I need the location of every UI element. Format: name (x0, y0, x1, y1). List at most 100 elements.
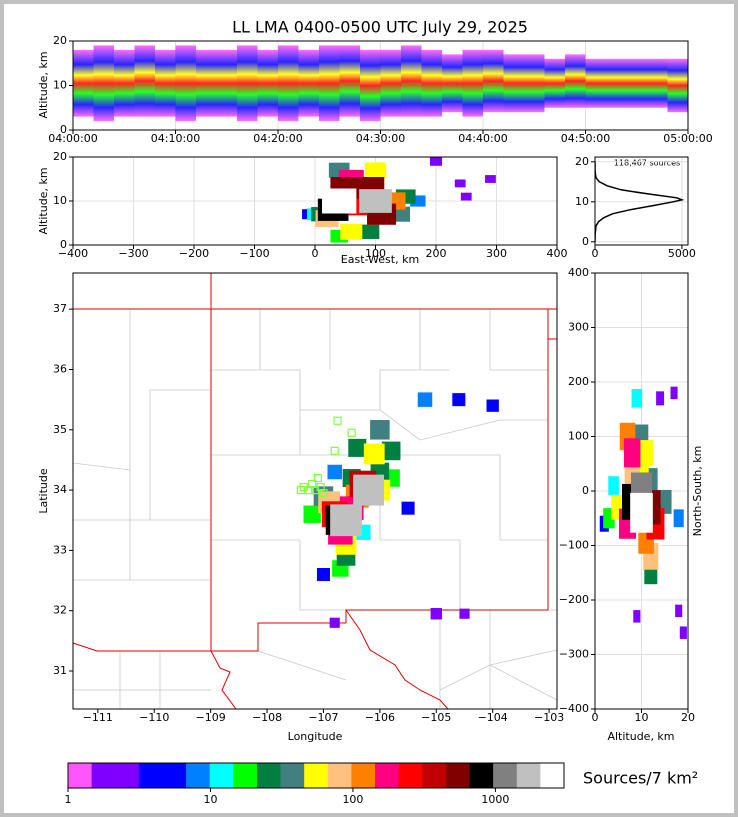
x-tick-label: −106 (365, 711, 395, 724)
x-tick-label: 10 (635, 711, 649, 724)
y-tick-label: 0 (60, 123, 67, 136)
x-tick-label: 04:00:00 (48, 132, 97, 145)
altitude-column (380, 49, 401, 117)
y-tick-label: −200 (559, 593, 589, 606)
x-tick-label: 05:00:00 (663, 132, 712, 145)
y-tick-label: 0 (60, 238, 67, 251)
y-tick-label: −300 (559, 648, 589, 661)
y-axis-label: Altitude, km (37, 167, 50, 234)
colorbar-tick-label: 10 (203, 793, 217, 806)
y-tick-label: 10 (53, 194, 67, 207)
x-tick-label: 0 (592, 247, 599, 260)
colorbar-swatch (398, 763, 423, 788)
source-density-cell (670, 386, 678, 400)
panel: −400 −300 −200 −100 0 100 200 300 400 0 10 20 (53, 150, 568, 260)
x-tick-label: −300 (118, 247, 148, 260)
altitude-column (421, 49, 442, 117)
colorbar-swatch (422, 763, 447, 788)
chart-title: LL LMA 0400-0500 UTC July 29, 2025 (232, 18, 528, 37)
colorbar-swatch (138, 763, 163, 788)
source-density-cell (485, 175, 496, 183)
source-density-cell (329, 617, 340, 628)
altitude-column (442, 54, 463, 113)
panel-frame (72, 40, 689, 131)
source-density-cell (303, 505, 321, 523)
initiation-marker (313, 473, 322, 483)
source-density-cell (429, 157, 443, 166)
colorbar-swatch (186, 763, 211, 788)
y-tick-label: 200 (568, 375, 589, 388)
source-density-cell (675, 604, 683, 618)
source-density-cell (679, 626, 687, 639)
panel-frame (72, 272, 558, 710)
initiation-marker (310, 485, 320, 495)
source-density-cell (322, 188, 357, 214)
initiation-marker (333, 416, 342, 425)
panel-frame (594, 156, 689, 246)
colorbar-swatch (445, 763, 470, 788)
altitude-column (278, 45, 299, 122)
source-density-cell (631, 389, 643, 408)
x-tick-label: −200 (179, 247, 209, 260)
initiation-marker (319, 489, 328, 498)
y-axis-label: North-South, km (691, 446, 704, 537)
y-tick-label: 20 (53, 34, 67, 47)
colorbar-swatch (91, 763, 116, 788)
altitude-column (339, 45, 360, 117)
altitude-column (196, 49, 217, 117)
source-density-cell (656, 391, 665, 406)
altitude-column (319, 45, 340, 122)
y-tick-label: 10 (575, 195, 589, 208)
marks (595, 161, 685, 242)
x-axis-label: Longitude (288, 730, 343, 743)
y-tick-label: 34 (53, 483, 67, 496)
altitude-column (175, 45, 196, 122)
y-tick-label: 37 (53, 302, 67, 315)
x-tick-label: 04:50:00 (561, 132, 610, 145)
y-tick-label: 35 (53, 423, 67, 436)
marks (73, 45, 688, 122)
marks (599, 386, 687, 639)
altitude-histogram (595, 161, 685, 242)
x-tick-label: 5000 (668, 247, 696, 260)
x-tick-label: 20 (681, 711, 695, 724)
source-density-cell (370, 420, 390, 440)
panel: −111 −110 −109 −108 −107 −106 −105 −104 −103 31 32… (53, 272, 564, 724)
source-density-cell (633, 610, 641, 623)
altitude-column (360, 49, 381, 122)
altitude-column (585, 58, 606, 108)
x-tick-label: 400 (547, 247, 568, 260)
altitude-column (667, 58, 688, 113)
altitude-column (298, 49, 319, 117)
x-tick-label: 04:10:00 (151, 132, 200, 145)
colorbar-tick-label: 100 (342, 793, 363, 806)
colorbar-swatch (256, 763, 281, 788)
source-density-cell (359, 224, 380, 239)
source-density-cell (363, 443, 385, 465)
x-tick-label: −108 (252, 711, 282, 724)
source-density-cell (364, 162, 387, 178)
x-axis-label: East-West, km (341, 253, 419, 266)
colorbar-swatch (209, 763, 234, 788)
panel: 0 10 20 −400 −300 −200 −100 0 100 200 300 400 (559, 266, 695, 724)
x-tick-label: 04:40:00 (458, 132, 507, 145)
altitude-column (93, 45, 114, 122)
source-density-cell (673, 509, 684, 528)
x-tick-label: −107 (308, 711, 338, 724)
x-tick-label: −111 (83, 711, 113, 724)
colorbar-swatch (516, 763, 541, 788)
initiation-marker (330, 446, 339, 455)
source-density-cell (608, 476, 619, 495)
altitude-column (524, 54, 545, 113)
altitude-column (503, 54, 524, 113)
source-density-cell (401, 501, 415, 515)
source-density-cell (630, 492, 653, 533)
altitude-column (237, 45, 258, 122)
x-tick-label: −109 (196, 711, 226, 724)
y-tick-label: 33 (53, 543, 67, 556)
colorbar-swatch (327, 763, 352, 788)
y-tick-label: 100 (568, 430, 589, 443)
x-tick-label: −104 (478, 711, 508, 724)
altitude-column (483, 49, 504, 113)
y-axis-label: Latitude (37, 468, 50, 514)
